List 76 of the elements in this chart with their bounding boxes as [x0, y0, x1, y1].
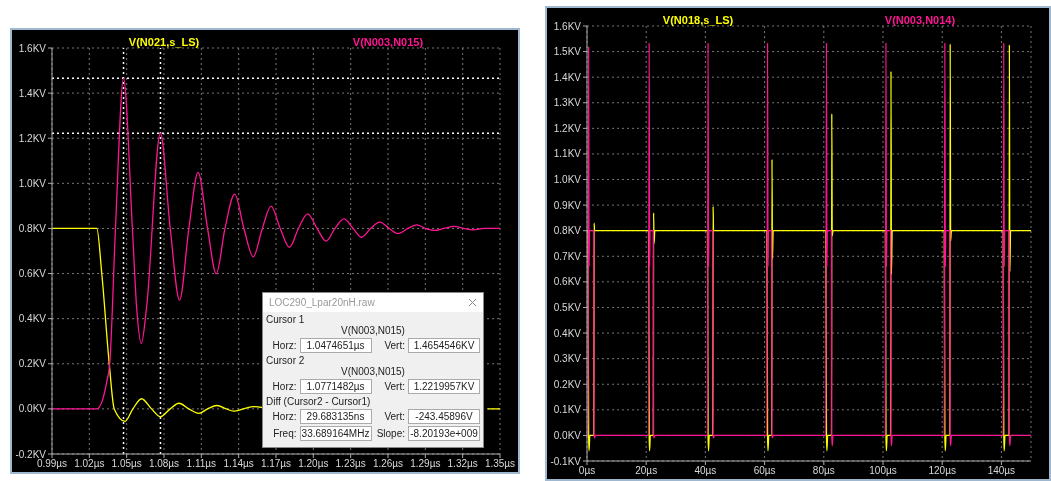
- text: V(N021,s_LS): [128, 36, 200, 48]
- y-tick-label: 0.8KV: [553, 225, 582, 237]
- x-tick-label: 1.29µs: [410, 458, 441, 470]
- y-tick-label: 1.4KV: [18, 87, 47, 99]
- y-tick-label: 1.5KV: [553, 46, 582, 58]
- y-tick-label: 0.1KV: [553, 404, 582, 416]
- annotation: 33.689164MHz: [299, 426, 372, 441]
- annotation: V(N003,N015): [340, 325, 406, 336]
- annotation: 29.683135ns: [299, 409, 372, 424]
- annotation: Vert:: [383, 340, 406, 351]
- y-tick-label: 1.0KV: [18, 177, 47, 189]
- x-tick-label: 1.20µs: [298, 458, 329, 470]
- x-tick-label: 1.26µs: [372, 458, 404, 470]
- x-tick-label: 0.99µs: [36, 458, 68, 470]
- y-tick-label: 0.6KV: [18, 268, 47, 280]
- annotation: Vert:: [383, 381, 406, 392]
- y-tick-label: 0.9KV: [553, 199, 582, 211]
- y-tick-label: 1.3KV: [553, 97, 582, 109]
- line-series: [52, 77, 500, 410]
- annotation: Horz:: [271, 340, 297, 351]
- y-tick-label: 1.6KV: [18, 42, 47, 54]
- annotation: Horz:: [271, 411, 297, 422]
- y-tick-label: 0.3KV: [553, 353, 582, 365]
- x-tick-label: 100µs: [869, 465, 897, 477]
- y-tick-label: 0.7KV: [553, 250, 582, 262]
- y-tick-label: 1.6KV: [553, 20, 582, 32]
- y-tick-label: 0.4KV: [18, 313, 47, 325]
- x-tick-label: 40µs: [694, 465, 717, 477]
- y-tick-label: 0.4KV: [553, 327, 582, 339]
- x-tick-label: 60µs: [753, 465, 776, 477]
- annotation: Slope:: [375, 428, 406, 439]
- y-tick-label: 1.1KV: [553, 148, 582, 160]
- x-tick-label: 1.35µs: [484, 458, 516, 470]
- x-tick-label: 20µs: [635, 465, 658, 477]
- y-tick-label: 1.4KV: [553, 71, 582, 83]
- text: V(N018,s_LS): [662, 14, 734, 26]
- annotation: -8.20193e+009: [408, 426, 480, 441]
- annotation: Cursor 2: [266, 355, 306, 366]
- y-tick-label: -0.2KV: [15, 448, 47, 460]
- annotation: Diff (Cursor2 - Cursor1): [266, 396, 372, 407]
- y-tick-label: 0.8KV: [18, 222, 47, 234]
- y-tick-label: 0.2KV: [18, 358, 47, 370]
- y-tick-label: 0.0KV: [553, 429, 582, 441]
- x-tick-label: 1.11µs: [186, 458, 217, 470]
- series-label: V(N003,N014): [884, 14, 956, 26]
- y-tick-label: 0.0KV: [18, 403, 47, 415]
- x-tick-label: 0µs: [578, 465, 596, 477]
- x-tick-label: 1.23µs: [335, 458, 366, 470]
- y-tick-label: 1.0KV: [553, 174, 582, 186]
- annotation: 1.0474651µs: [299, 338, 372, 353]
- annotation: V(N003,N015): [340, 366, 406, 377]
- x-tick-label: 1.08µs: [148, 458, 180, 470]
- annotation: 1.0771482µs: [299, 379, 372, 394]
- annotation: Horz:: [271, 381, 297, 392]
- x-tick-label: 120µs: [928, 465, 956, 477]
- y-tick-label: 0.2KV: [553, 378, 582, 390]
- x-tick-label: 1.05µs: [111, 458, 142, 470]
- y-tick-label: 0.5KV: [553, 302, 582, 314]
- x-tick-label: 1.17µs: [260, 458, 292, 470]
- x-tick-label: 1.14µs: [223, 458, 254, 470]
- x-tick-label: 80µs: [812, 465, 835, 477]
- y-tick-label: -0.1KV: [550, 455, 582, 467]
- y-tick-label: 1.2KV: [18, 132, 47, 144]
- y-tick-label: 1.2KV: [553, 122, 582, 134]
- annotation: Cursor 1: [266, 314, 306, 325]
- annotation: 1.2219957KV: [408, 379, 480, 394]
- annotation: Freq:: [272, 428, 297, 439]
- y-tick-label: 0.6KV: [553, 276, 582, 288]
- x-tick-label: 1.32µs: [447, 458, 478, 470]
- annotation: LOC290_Lpar20nH.raw: [269, 297, 375, 308]
- text: V(N003,N015): [352, 36, 424, 48]
- x-tick-label: 140µs: [987, 465, 1016, 477]
- annotation: -243.45896V: [408, 409, 480, 424]
- annotation: 1.4654546KV: [408, 338, 480, 353]
- annotation: Vert:: [383, 411, 406, 422]
- x-tick-label: 1.02µs: [74, 458, 105, 470]
